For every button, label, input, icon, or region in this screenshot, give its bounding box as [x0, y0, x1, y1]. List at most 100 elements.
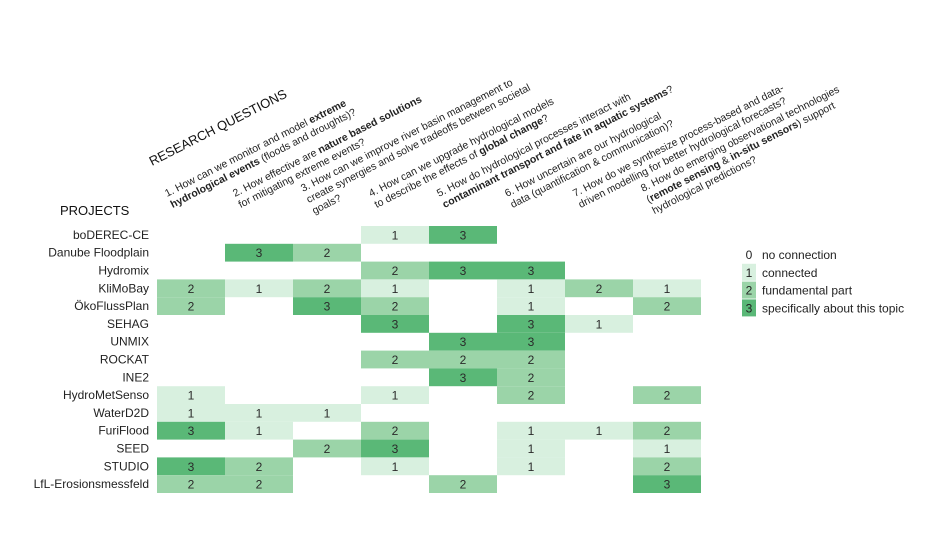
legend-label: no connection [762, 248, 837, 262]
heatmap-cell [429, 332, 497, 351]
cell-value: 1 [256, 424, 263, 438]
heatmap-cell [429, 261, 497, 280]
cell-value: 2 [188, 282, 195, 296]
cell-value: 3 [460, 264, 467, 278]
heatmap-cell [225, 279, 293, 298]
heatmap-cell [225, 457, 293, 476]
heatmap-cell [497, 332, 565, 351]
cell-value: 1 [392, 282, 399, 296]
heatmap-cell [293, 243, 361, 262]
cell-value: 3 [528, 335, 535, 349]
cell-value: 2 [528, 353, 535, 367]
cell-value: 1 [528, 300, 535, 314]
cell-value: 2 [324, 282, 331, 296]
cell-value: 3 [392, 442, 399, 456]
heatmap-cell [361, 386, 429, 404]
heatmap-cell [633, 439, 701, 458]
legend-value: 1 [746, 266, 753, 280]
question-text-segment: ? [540, 112, 551, 125]
heatmap-cell [497, 386, 565, 404]
cell-value: 1 [528, 424, 535, 438]
question-text-segment: ? [665, 83, 676, 96]
project-label: Hydromix [98, 264, 149, 278]
question-text-segment: ( [645, 193, 654, 206]
question-headers: 1. How can we monitor and model extremeh… [163, 77, 842, 217]
project-label: STUDIO [104, 459, 149, 473]
cell-value: 1 [528, 282, 535, 296]
heatmap-cell [361, 226, 429, 244]
legend-label: connected [762, 266, 817, 280]
cell-value: 3 [664, 478, 671, 492]
heatmap-cell [225, 421, 293, 440]
cell-value: 2 [664, 460, 671, 474]
cell-value: 3 [460, 371, 467, 385]
legend-label: specifically about this topic [762, 301, 904, 315]
cell-value: 1 [256, 282, 263, 296]
cell-value: 1 [392, 228, 399, 242]
cell-value: 3 [460, 228, 467, 242]
cell-value: 3 [188, 424, 195, 438]
legend: 0 no connection 1 connected 2 fundamental par… [742, 248, 904, 317]
project-label: FuriFlood [98, 424, 149, 438]
legend-value: 0 [746, 248, 753, 262]
project-label: ÖkoFlussPlan [74, 299, 149, 313]
project-label: WaterD2D [93, 406, 149, 420]
cell-value: 1 [392, 460, 399, 474]
cell-value: 3 [528, 317, 535, 331]
heatmap-cell [293, 279, 361, 298]
heatmap-cell [497, 297, 565, 315]
heatmap-cell [497, 279, 565, 298]
cell-value: 2 [392, 424, 399, 438]
heatmap-cell [565, 315, 633, 333]
heatmap-cell [157, 457, 225, 476]
heatmap-cell [429, 350, 497, 369]
project-label: SEED [116, 442, 149, 456]
cell-value: 2 [256, 478, 263, 492]
project-label: SEHAG [107, 317, 149, 331]
cell-value: 1 [664, 442, 671, 456]
cell-value: 2 [528, 389, 535, 403]
heatmap-cell [361, 315, 429, 333]
heatmap-cell [633, 421, 701, 440]
cell-value: 1 [528, 460, 535, 474]
cell-value: 2 [392, 300, 399, 314]
heatmap-cell [633, 386, 701, 404]
cell-value: 1 [188, 406, 195, 420]
question-text-segment: & [717, 152, 734, 169]
heatmap-cell [497, 368, 565, 387]
cell-value: 2 [460, 353, 467, 367]
project-label: boDEREC-CE [73, 228, 149, 242]
cell-value: 2 [664, 300, 671, 314]
cell-value: 2 [596, 282, 603, 296]
heatmap-cell [225, 404, 293, 422]
heatmap-cell [497, 439, 565, 458]
heatmap-cell [429, 475, 497, 493]
heatmap-cell [565, 421, 633, 440]
heatmap-cell [157, 297, 225, 315]
heatmap-cell [157, 475, 225, 493]
heatmap-cell [497, 457, 565, 476]
cell-value: 2 [392, 353, 399, 367]
project-label: ROCKAT [100, 353, 150, 367]
heatmap-cell [429, 226, 497, 244]
cell-value: 2 [188, 300, 195, 314]
cell-value: 3 [460, 335, 467, 349]
heatmap-cell [293, 404, 361, 422]
project-label: HydroMetSenso [63, 388, 149, 402]
cell-value: 3 [256, 246, 263, 260]
heatmap-cell [565, 279, 633, 298]
cell-value: 1 [596, 424, 603, 438]
heatmap-cell [361, 297, 429, 315]
cell-value: 3 [188, 460, 195, 474]
legend-value: 2 [746, 284, 753, 298]
projects-title: PROJECTS [60, 203, 130, 218]
project-label: UNMIX [110, 335, 149, 349]
heatmap-cell [633, 279, 701, 298]
heatmap-cell [633, 457, 701, 476]
cell-value: 3 [324, 300, 331, 314]
cell-value: 1 [528, 442, 535, 456]
heatmap-cell [157, 386, 225, 404]
legend-swatch [742, 263, 756, 281]
cell-value: 1 [324, 406, 331, 420]
